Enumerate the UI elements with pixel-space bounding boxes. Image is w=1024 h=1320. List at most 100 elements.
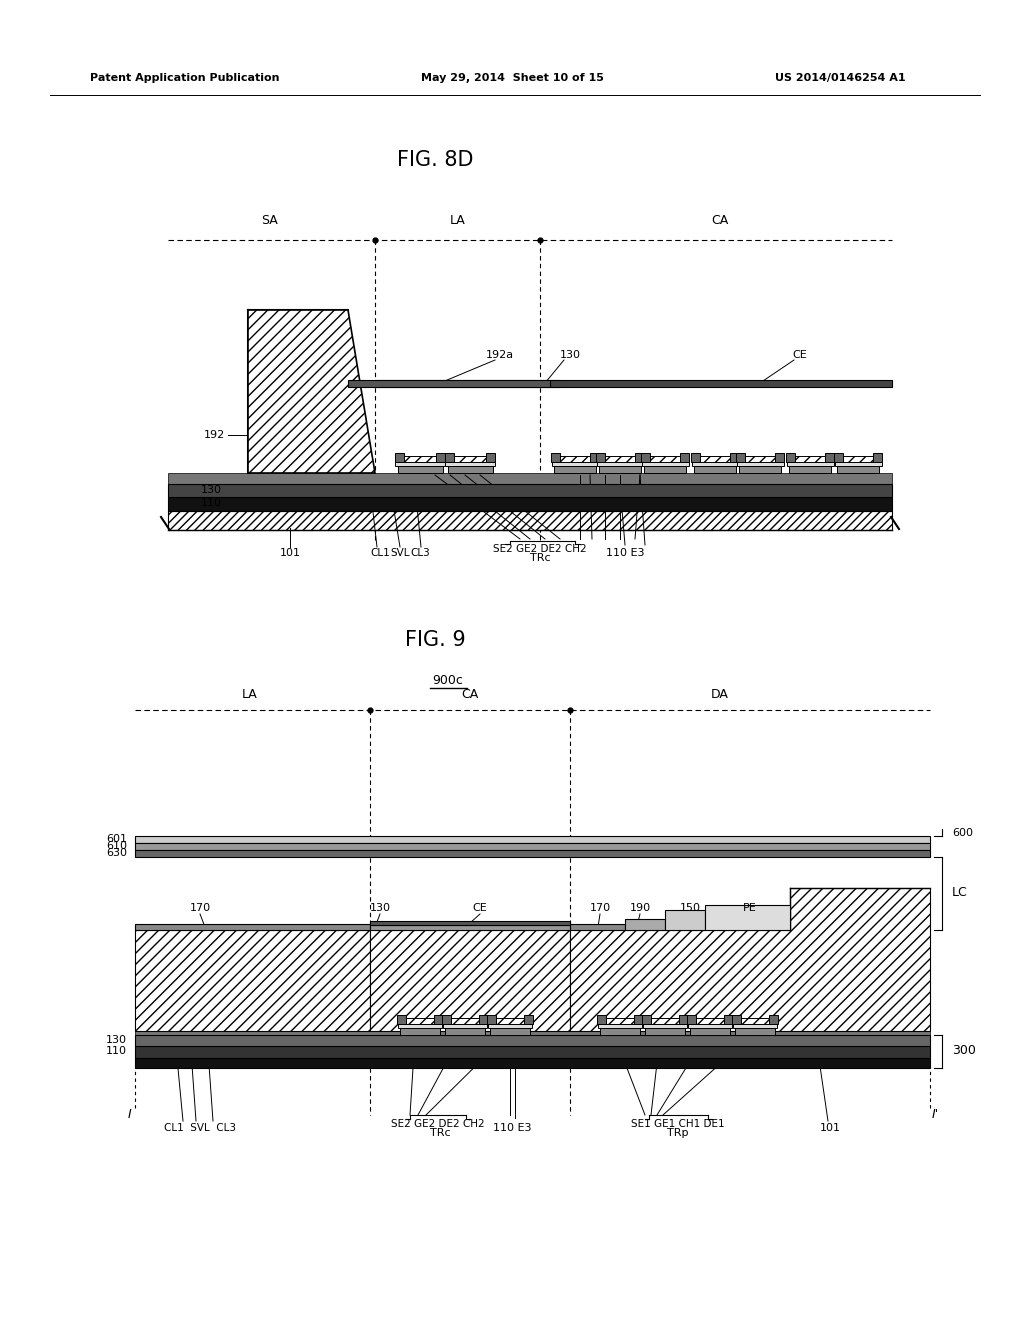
Bar: [690, 1028, 730, 1035]
Bar: [488, 1024, 532, 1028]
Text: Patent Application Publication: Patent Application Publication: [90, 73, 280, 83]
Bar: [700, 455, 730, 462]
Text: FIG. 8D: FIG. 8D: [396, 150, 473, 170]
Bar: [406, 1018, 434, 1024]
Bar: [606, 1018, 634, 1024]
Bar: [680, 453, 689, 462]
Bar: [739, 466, 781, 473]
Bar: [724, 1015, 733, 1024]
Bar: [635, 453, 644, 462]
Text: 130: 130: [559, 350, 581, 360]
Bar: [487, 1015, 496, 1024]
Text: 630: 630: [106, 847, 127, 858]
Bar: [634, 1015, 643, 1024]
Bar: [605, 455, 635, 462]
Text: SE2 GE2 DE2 CH2: SE2 GE2 DE2 CH2: [494, 544, 587, 554]
Text: 600: 600: [952, 828, 973, 838]
Text: 101: 101: [280, 548, 300, 558]
Bar: [434, 1015, 443, 1024]
Polygon shape: [248, 310, 375, 473]
Text: May 29, 2014  Sheet 10 of 15: May 29, 2014 Sheet 10 of 15: [421, 73, 603, 83]
Bar: [479, 1015, 488, 1024]
Bar: [551, 453, 560, 462]
Bar: [454, 455, 486, 462]
Bar: [835, 462, 882, 466]
Text: PE: PE: [743, 903, 757, 913]
Polygon shape: [135, 931, 370, 1031]
Text: CA: CA: [462, 689, 478, 701]
Text: 130: 130: [370, 903, 390, 913]
Bar: [135, 850, 930, 857]
Text: TRc: TRc: [430, 1129, 451, 1138]
Text: 192: 192: [204, 430, 225, 440]
Bar: [168, 484, 892, 498]
Bar: [449, 466, 493, 473]
Text: SVL: SVL: [390, 548, 410, 558]
Bar: [168, 511, 892, 531]
Text: 110 E3: 110 E3: [493, 1123, 531, 1133]
Text: 192a: 192a: [486, 350, 514, 360]
Bar: [730, 453, 739, 462]
Bar: [737, 462, 784, 466]
Bar: [644, 466, 686, 473]
Bar: [732, 1015, 741, 1024]
Bar: [645, 1028, 685, 1035]
Text: 110 E3: 110 E3: [606, 548, 644, 558]
Bar: [168, 473, 892, 484]
Bar: [736, 453, 745, 462]
Bar: [404, 455, 436, 462]
Bar: [135, 843, 930, 850]
Text: CA: CA: [712, 214, 729, 227]
Text: I: I: [128, 1109, 132, 1122]
Bar: [554, 466, 596, 473]
Text: CL3: CL3: [411, 548, 430, 558]
Bar: [834, 453, 843, 462]
Text: 610: 610: [106, 841, 127, 851]
Text: 190: 190: [630, 903, 650, 913]
Text: 170: 170: [189, 903, 211, 913]
Bar: [795, 455, 825, 462]
Bar: [436, 453, 445, 462]
Bar: [135, 836, 930, 843]
Bar: [705, 906, 790, 931]
Bar: [694, 466, 736, 473]
Bar: [641, 453, 650, 462]
Bar: [687, 1015, 696, 1024]
Bar: [643, 1024, 687, 1028]
Bar: [741, 1018, 769, 1024]
Text: LA: LA: [242, 689, 258, 701]
Text: 150: 150: [680, 903, 700, 913]
Text: CL1  SVL  CL3: CL1 SVL CL3: [164, 1123, 236, 1133]
Bar: [775, 453, 784, 462]
Bar: [769, 1015, 778, 1024]
Bar: [496, 1018, 524, 1024]
Bar: [451, 1018, 479, 1024]
Text: SA: SA: [261, 214, 279, 227]
Bar: [348, 380, 560, 387]
Bar: [786, 453, 795, 462]
Text: 110: 110: [106, 1045, 127, 1056]
Text: 101: 101: [819, 1123, 841, 1133]
Bar: [642, 1015, 651, 1024]
Bar: [375, 380, 550, 387]
Text: US 2014/0146254 A1: US 2014/0146254 A1: [775, 73, 905, 83]
Bar: [745, 455, 775, 462]
Bar: [873, 453, 882, 462]
Bar: [395, 462, 445, 466]
Bar: [397, 1015, 406, 1024]
Bar: [625, 919, 665, 931]
Bar: [560, 455, 590, 462]
Bar: [135, 1035, 930, 1045]
Text: TRc: TRc: [529, 553, 550, 564]
Bar: [597, 462, 644, 466]
Text: 601: 601: [106, 834, 127, 843]
Bar: [651, 1018, 679, 1024]
Bar: [837, 466, 879, 473]
Text: FIG. 9: FIG. 9: [404, 630, 465, 649]
Bar: [692, 462, 739, 466]
Bar: [398, 1024, 442, 1028]
Bar: [135, 924, 370, 931]
Bar: [445, 1028, 485, 1035]
Bar: [395, 453, 404, 462]
Bar: [590, 453, 599, 462]
